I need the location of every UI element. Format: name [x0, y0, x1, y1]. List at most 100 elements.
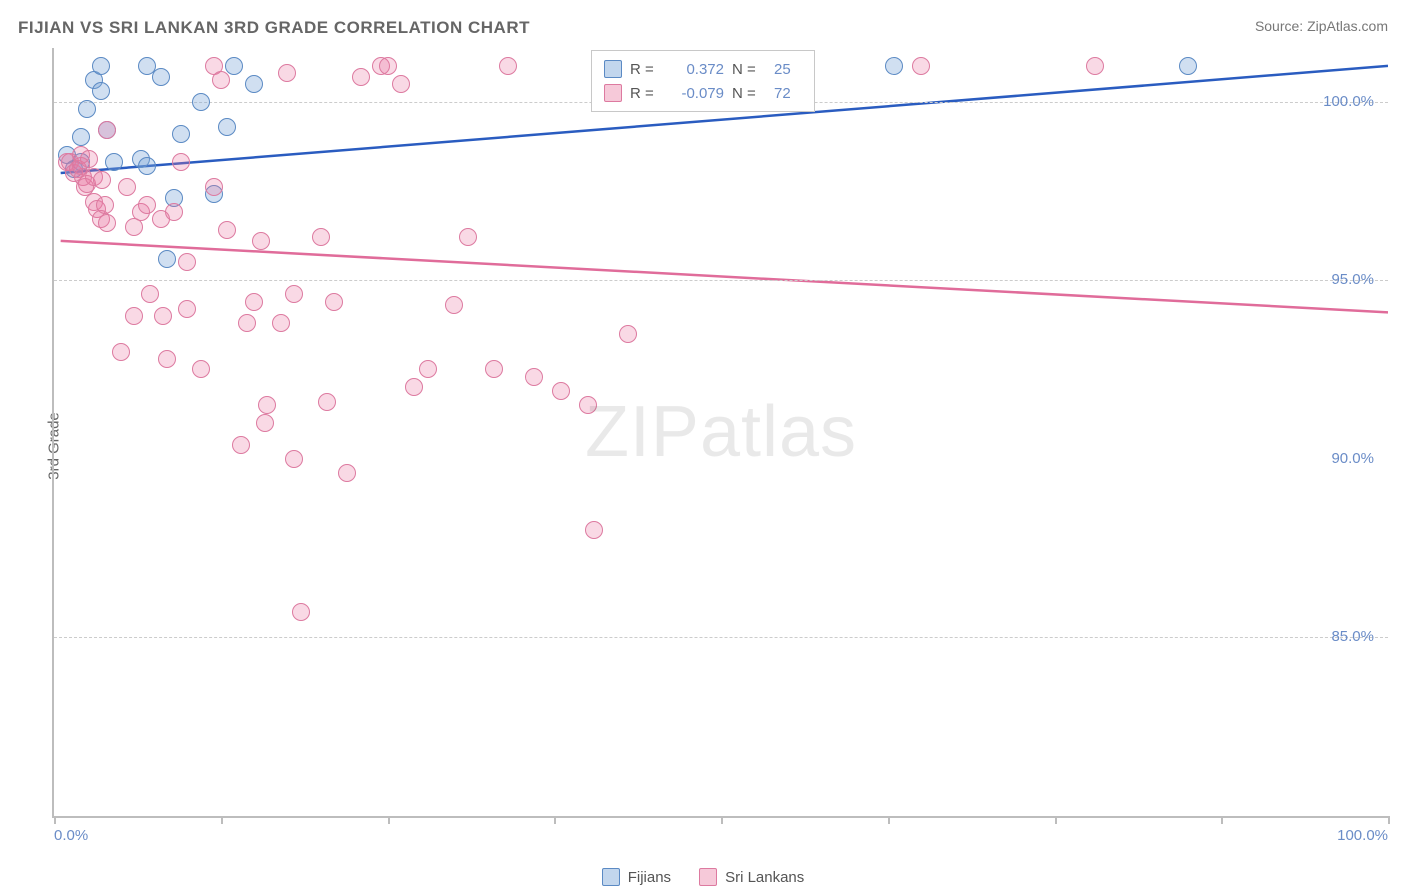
fijians-r-value: 0.372	[668, 61, 724, 78]
srilankans-swatch-icon	[604, 84, 622, 102]
stats-row-srilankans: R = -0.079 N = 72	[604, 81, 802, 105]
fijians-point	[1179, 57, 1197, 75]
fijians-point	[72, 128, 90, 146]
srilankans-point	[205, 178, 223, 196]
srilankans-point	[125, 307, 143, 325]
x-tick	[1388, 816, 1390, 824]
x-tick	[221, 816, 223, 824]
srilankans-point	[218, 221, 236, 239]
plot-area: ZIPatlas 100.0%95.0%90.0%85.0%0.0%100.0%	[52, 48, 1388, 818]
y-tick-label: 90.0%	[1331, 450, 1374, 467]
srilankans-swatch-icon	[699, 868, 717, 886]
series-legend: Fijians Sri Lankans	[0, 868, 1406, 886]
srilankans-point	[619, 325, 637, 343]
srilankans-point	[98, 121, 116, 139]
srilankans-point	[579, 396, 597, 414]
srilankans-point	[405, 378, 423, 396]
srilankans-point	[158, 350, 176, 368]
y-tick-label: 85.0%	[1331, 628, 1374, 645]
fijians-point	[138, 157, 156, 175]
fijians-point	[225, 57, 243, 75]
srilankans-point	[141, 285, 159, 303]
srilankans-legend-label: Sri Lankans	[725, 869, 804, 886]
srilankans-point	[172, 153, 190, 171]
srilankans-point	[552, 382, 570, 400]
srilankans-point	[585, 521, 603, 539]
fijians-point	[885, 57, 903, 75]
srilankans-point	[285, 450, 303, 468]
x-tick	[554, 816, 556, 824]
srilankans-point	[499, 57, 517, 75]
srilankans-point	[256, 414, 274, 432]
srilankans-point	[192, 360, 210, 378]
srilankans-n-value: 72	[774, 85, 802, 102]
n-label: N =	[732, 61, 766, 78]
fijians-point	[218, 118, 236, 136]
srilankans-point	[325, 293, 343, 311]
srilankans-point	[485, 360, 503, 378]
watermark: ZIPatlas	[585, 391, 857, 473]
srilankans-point	[178, 253, 196, 271]
hgridline	[54, 637, 1388, 638]
x-tick	[721, 816, 723, 824]
srilankans-point	[80, 150, 98, 168]
fijians-point	[78, 100, 96, 118]
fijians-point	[158, 250, 176, 268]
fijians-point	[172, 125, 190, 143]
srilankans-point	[96, 196, 114, 214]
srilankans-point	[338, 464, 356, 482]
srilankans-point	[252, 232, 270, 250]
srilankans-point	[178, 300, 196, 318]
srilankans-point	[278, 64, 296, 82]
srilankans-point	[165, 203, 183, 221]
srilankans-point	[459, 228, 477, 246]
stats-legend: R = 0.372 N = 25 R = -0.079 N = 72	[591, 50, 815, 112]
x-axis-min-label: 0.0%	[54, 827, 88, 844]
fijians-point	[105, 153, 123, 171]
srilankans-point	[292, 603, 310, 621]
x-axis-max-label: 100.0%	[1337, 827, 1388, 844]
srilankans-point	[154, 307, 172, 325]
x-tick	[888, 816, 890, 824]
srilankans-point	[912, 57, 930, 75]
srilankans-point	[138, 196, 156, 214]
fijians-swatch-icon	[604, 60, 622, 78]
fijians-swatch-icon	[602, 868, 620, 886]
fijians-point	[152, 68, 170, 86]
y-tick-label: 95.0%	[1331, 271, 1374, 288]
srilankans-point	[285, 285, 303, 303]
srilankans-point	[318, 393, 336, 411]
srilankans-point	[392, 75, 410, 93]
srilankans-point	[232, 436, 250, 454]
y-tick-label: 100.0%	[1323, 93, 1374, 110]
x-tick	[1055, 816, 1057, 824]
x-tick	[388, 816, 390, 824]
srilankans-point	[245, 293, 263, 311]
fijians-legend-label: Fijians	[628, 869, 671, 886]
srilankans-point	[419, 360, 437, 378]
source-label: Source: ZipAtlas.com	[1255, 18, 1388, 34]
chart-title: FIJIAN VS SRI LANKAN 3RD GRADE CORRELATI…	[18, 18, 530, 38]
srilankans-point	[118, 178, 136, 196]
fijians-point	[92, 82, 110, 100]
fijians-point	[92, 57, 110, 75]
r-label: R =	[630, 61, 660, 78]
x-tick	[54, 816, 56, 824]
srilankans-point	[93, 171, 111, 189]
stats-row-fijians: R = 0.372 N = 25	[604, 57, 802, 81]
srilankans-point	[212, 71, 230, 89]
srilankans-point	[352, 68, 370, 86]
srilankans-point	[312, 228, 330, 246]
trend-lines-svg	[54, 48, 1388, 816]
x-tick	[1221, 816, 1223, 824]
srilankans-point	[112, 343, 130, 361]
legend-item-srilankans: Sri Lankans	[699, 868, 804, 886]
fijians-point	[192, 93, 210, 111]
fijians-point	[245, 75, 263, 93]
srilankans-point	[525, 368, 543, 386]
srilankans-point	[272, 314, 290, 332]
srilankans-point	[445, 296, 463, 314]
srilankans-point	[379, 57, 397, 75]
srilankans-point	[238, 314, 256, 332]
hgridline	[54, 280, 1388, 281]
